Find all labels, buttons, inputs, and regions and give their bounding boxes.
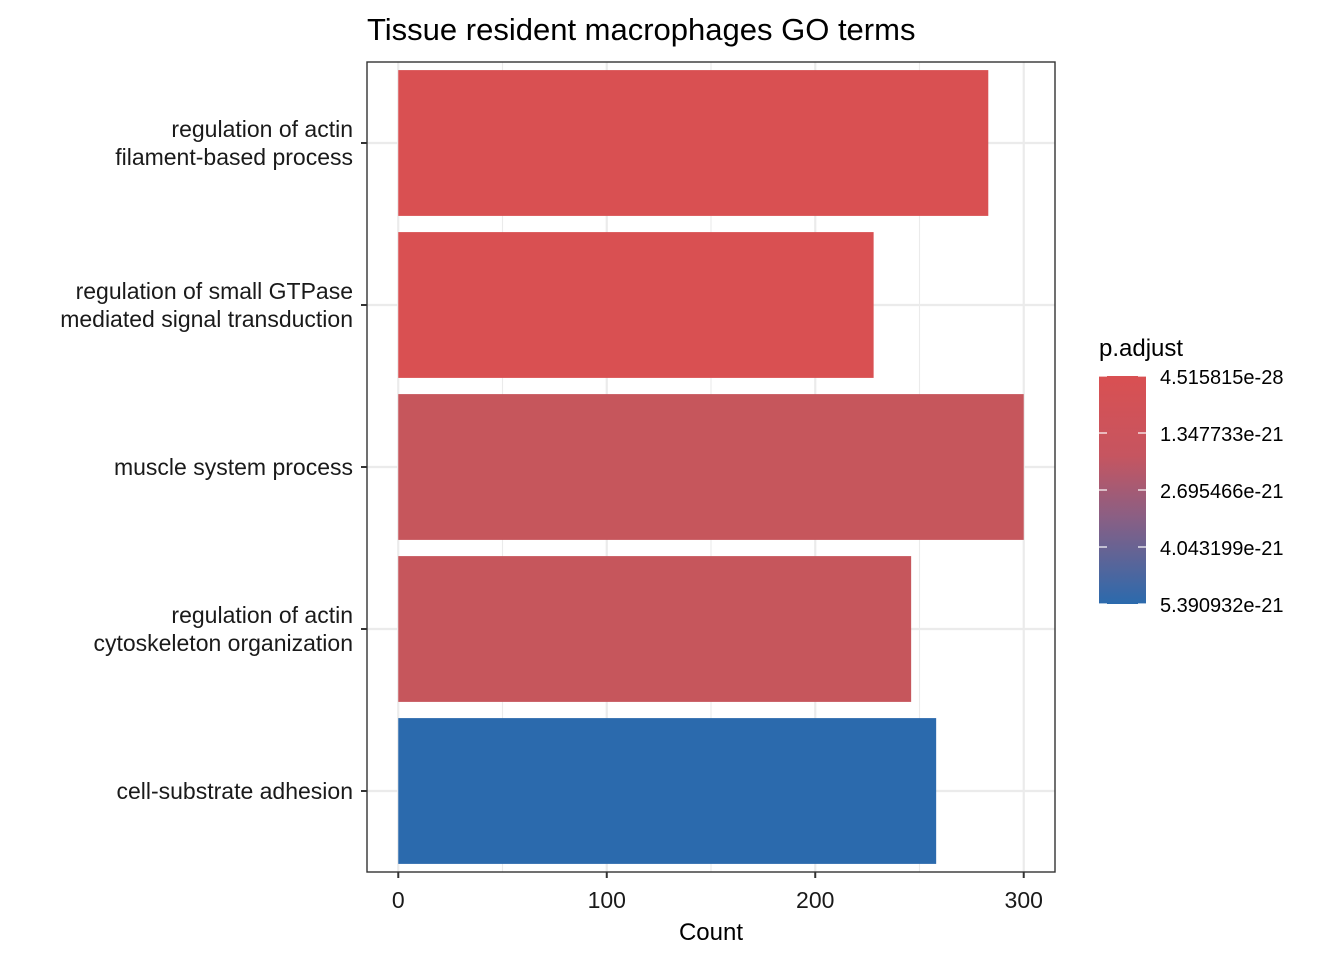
legend-title: p.adjust [1099,335,1183,362]
y-tick-label: regulation of small GTPase [76,278,353,304]
x-axis: 0 100 200 300 [392,872,1043,913]
bar [398,394,1024,540]
y-tick-label: mediated signal transduction [60,306,353,332]
x-axis-title: Count [679,919,743,946]
legend-label: 5.390932e-21 [1160,595,1283,617]
x-tick-label: 200 [796,887,834,913]
y-tick-label: filament-based process [115,144,353,170]
chart-title: Tissue resident macrophages GO terms [367,12,915,47]
y-tick-label: cytoskeleton organization [93,630,353,656]
y-tick-label: regulation of actin [171,116,353,142]
bars [398,70,1024,864]
x-tick-label: 0 [392,887,405,913]
legend: p.adjust 4.515815e-28 1.347733e-21 2.69546… [1099,335,1283,617]
y-tick-label: muscle system process [114,454,353,480]
y-tick-label: regulation of actin [171,602,353,628]
legend-label: 4.515815e-28 [1160,367,1283,389]
x-tick-label: 300 [1005,887,1043,913]
legend-label: 1.347733e-21 [1160,424,1283,446]
bar [398,556,912,702]
y-tick-label: cell-substrate adhesion [116,778,353,804]
bar [398,232,874,378]
x-tick-label: 100 [588,887,626,913]
bar [398,70,989,216]
legend-labels: 4.515815e-28 1.347733e-21 2.695466e-21 4.04… [1099,367,1283,617]
legend-label: 4.043199e-21 [1160,538,1283,560]
legend-label: 2.695466e-21 [1160,481,1283,503]
bar [398,718,937,864]
